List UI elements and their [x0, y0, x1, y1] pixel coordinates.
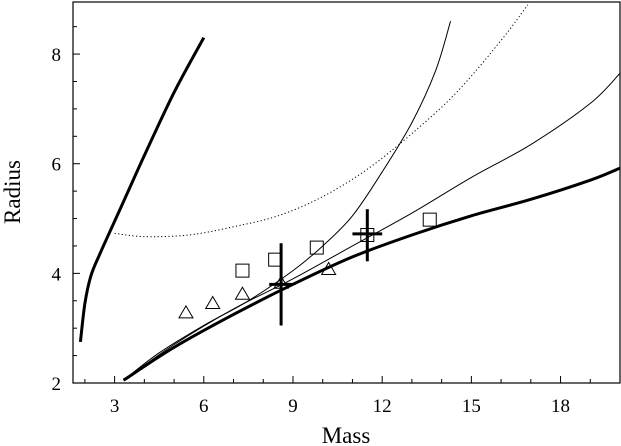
error-bars-layer [269, 209, 383, 326]
y-axis: 2 4 6 8 [52, 26, 80, 395]
curve-3 [114, 4, 529, 238]
x-axis-title: Mass [322, 423, 371, 446]
x-tick-label: 18 [551, 396, 570, 417]
y-axis-title: Radius [0, 160, 25, 224]
curve-4 [123, 72, 621, 381]
error-bar-point [269, 243, 293, 326]
curve-1 [78, 36, 206, 343]
curves-layer [78, 4, 621, 382]
x-tick-label: 12 [373, 396, 392, 417]
y-tick-label: 4 [52, 264, 62, 285]
x-tick-label: 15 [462, 396, 481, 417]
x-tick-label: 3 [110, 396, 120, 417]
plot-frame [72, 1, 621, 384]
square-marker [422, 212, 437, 227]
triangle-marker [204, 295, 221, 310]
y-tick-label: 6 [52, 155, 62, 176]
y-tick-label: 8 [52, 45, 62, 66]
markers-layer [178, 212, 437, 319]
curve-5 [122, 166, 621, 382]
y-tick-label: 2 [52, 374, 62, 395]
square-marker [309, 240, 324, 255]
square-marker [235, 263, 250, 278]
triangle-marker [234, 286, 251, 300]
x-tick-label: 9 [288, 396, 298, 417]
triangle-marker [320, 261, 337, 276]
error-bar-point [352, 209, 383, 262]
x-axis: 3 6 9 12 15 18 [84, 376, 621, 417]
x-tick-label: 6 [199, 396, 209, 417]
triangle-marker [178, 304, 194, 319]
curve-2 [123, 21, 452, 381]
